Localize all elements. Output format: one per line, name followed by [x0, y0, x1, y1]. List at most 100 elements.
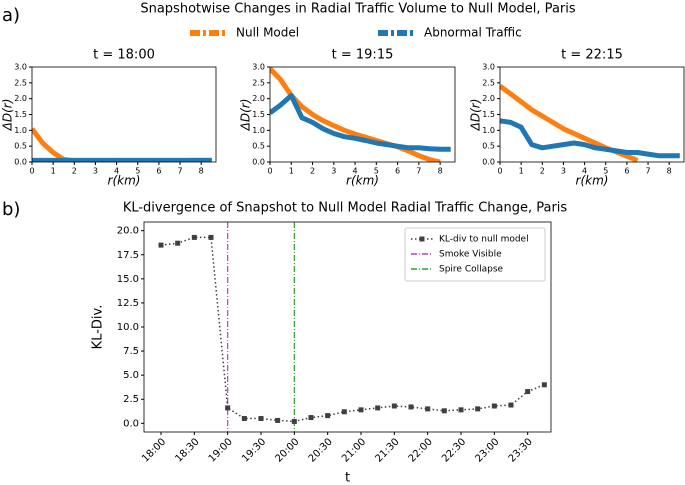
legend-label: Abnormal Traffic — [424, 26, 522, 40]
chart-title: t = 18:00 — [93, 48, 155, 63]
plot-frame — [499, 66, 685, 163]
x-tick-label: 7 — [177, 167, 182, 176]
x-tick-label: 0 — [267, 167, 272, 176]
y-tick-label: 2.5 — [482, 78, 495, 87]
x-tick-label: 21:30 — [373, 436, 401, 464]
y-tick-label: 0.0 — [252, 158, 265, 167]
x-tick-label: 4 — [582, 167, 587, 176]
marker — [525, 389, 531, 395]
y-tick-label: 20.0 — [117, 226, 139, 237]
x-tick-label: 20:30 — [307, 436, 335, 464]
x-tick-label: 2 — [540, 167, 545, 176]
x-tick-label: 6 — [156, 167, 161, 176]
y-tick-label: 3.0 — [14, 63, 27, 72]
legend-box — [404, 227, 546, 282]
x-tick-label: 1 — [519, 167, 524, 176]
y-axis-label: KL-Div. — [91, 305, 106, 350]
y-tick-label: 0.0 — [14, 158, 27, 167]
y-tick-label: 0.5 — [252, 142, 265, 151]
x-tick-label: 8 — [199, 167, 204, 176]
y-tick-label: 10.0 — [117, 322, 139, 333]
panel-label: b) — [2, 199, 20, 220]
x-tick-label: 8 — [438, 167, 443, 176]
marker — [475, 406, 481, 412]
legend-label: Smoke Visible — [439, 250, 502, 260]
x-tick-label: 2 — [310, 167, 315, 176]
y-tick-label: 1.0 — [252, 126, 265, 135]
y-tick-label: 0.0 — [123, 418, 139, 429]
marker — [191, 234, 197, 240]
x-tick-label: 20:00 — [273, 436, 301, 464]
x-tick-label: 3 — [561, 167, 566, 176]
series-line — [270, 67, 441, 162]
x-tick-label: 19:00 — [207, 436, 235, 464]
x-tick-label: 0 — [497, 167, 502, 176]
series-line — [32, 127, 212, 162]
marker — [325, 413, 331, 419]
legend-marker — [419, 236, 425, 242]
marker — [158, 242, 164, 248]
y-tick-label: 2.5 — [123, 394, 139, 405]
x-tick-label: 6 — [395, 167, 400, 176]
marker — [225, 405, 231, 411]
x-axis-label: t — [345, 471, 350, 485]
marker — [175, 240, 181, 246]
y-tick-label: 7.5 — [123, 346, 139, 357]
y-tick-label: 3.0 — [482, 63, 495, 72]
marker — [341, 409, 347, 415]
chart-title: t = 19:15 — [332, 48, 394, 63]
x-axis-label: r(km) — [346, 174, 379, 188]
suptitle: Snapshotwise Changes in Radial Traffic V… — [140, 2, 576, 17]
marker — [241, 416, 247, 422]
marker — [358, 407, 364, 413]
y-tick-label: 12.5 — [117, 298, 139, 309]
x-tick-label: 5 — [374, 167, 379, 176]
y-tick-label: 2.5 — [14, 78, 27, 87]
marker — [508, 402, 514, 408]
y-tick-label: 0.0 — [482, 158, 495, 167]
x-axis-label: r(km) — [576, 174, 609, 188]
x-tick-label: 1 — [51, 167, 56, 176]
marker — [425, 406, 431, 412]
marker — [275, 417, 281, 423]
marker — [441, 408, 447, 414]
marker — [408, 404, 414, 410]
plot-frame — [269, 66, 456, 163]
x-tick-label: 5 — [135, 167, 140, 176]
series-line — [500, 118, 680, 159]
x-tick-label: 21:00 — [340, 436, 368, 464]
panel-label: a) — [2, 5, 20, 26]
x-tick-label: 4 — [114, 167, 119, 176]
y-tick-label: 1.5 — [252, 110, 265, 119]
x-tick-label: 19:30 — [240, 436, 268, 464]
marker — [458, 407, 464, 413]
legend-label: Null Model — [236, 26, 299, 40]
y-tick-label: 5.0 — [123, 370, 139, 381]
y-tick-label: 0.5 — [14, 142, 27, 151]
x-tick-label: 7 — [645, 167, 650, 176]
x-tick-label: 3 — [331, 167, 336, 176]
x-tick-label: 6 — [624, 167, 629, 176]
x-tick-label: 18:30 — [173, 436, 201, 464]
x-tick-label: 23:00 — [473, 436, 501, 464]
marker — [491, 403, 497, 409]
marker — [541, 382, 547, 388]
y-tick-label: 2.0 — [252, 94, 265, 103]
x-tick-label: 4 — [353, 167, 358, 176]
y-tick-label: 0.5 — [482, 142, 495, 151]
series-line — [160, 236, 545, 423]
plot-frame — [31, 66, 217, 163]
y-tick-label: 3.0 — [252, 63, 265, 72]
marker — [308, 415, 314, 421]
x-tick-label: 22:30 — [440, 436, 468, 464]
marker — [291, 418, 297, 424]
y-axis-label: ΔD(r) — [469, 99, 483, 132]
legend-label: KL-div to null model — [439, 235, 529, 245]
series-line — [270, 93, 451, 152]
x-tick-label: 0 — [29, 167, 34, 176]
x-tick-label: 2 — [72, 167, 77, 176]
chart-title: t = 22:15 — [561, 48, 623, 63]
y-axis-label: ΔD(r) — [1, 99, 15, 132]
y-tick-label: 1.0 — [14, 126, 27, 135]
